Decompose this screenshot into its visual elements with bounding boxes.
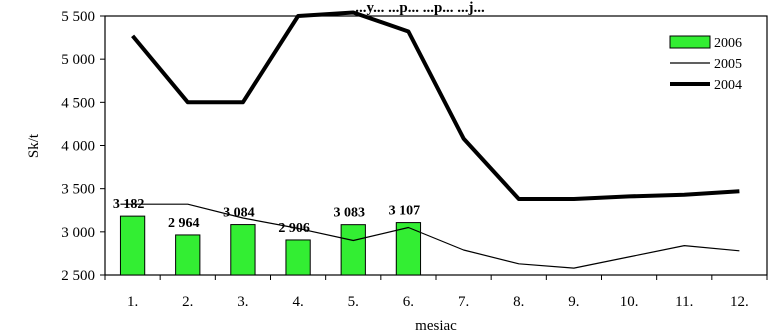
x-tick-label: 5.	[348, 294, 359, 310]
x-tick-label: 3.	[237, 294, 248, 310]
y-tick-label: 5 000	[61, 52, 95, 68]
bar-2006	[230, 224, 256, 276]
x-tick-label: 8.	[513, 294, 524, 310]
x-tick-label: 6.	[403, 294, 414, 310]
y-axis: 2 500 3 000 3 500 4 000 4 500 5 000 5 500	[61, 9, 105, 284]
x-tick-label: 9.	[568, 294, 579, 310]
legend-label-2005: 2005	[714, 57, 742, 72]
bar-data-label: 2 964	[168, 216, 200, 231]
legend-swatch-2006	[669, 35, 711, 49]
legend-label-2006: 2006	[714, 36, 742, 51]
y-tick-label: 2 500	[61, 268, 95, 284]
y-tick-label: 5 500	[61, 9, 95, 25]
chart-title: ...y... ...p... ...p... ...j...	[355, 0, 485, 16]
bar-series	[119, 215, 422, 276]
bar-data-label: 3 084	[223, 206, 255, 221]
x-tick-label: 4.	[292, 294, 303, 310]
y-tick-label: 4 500	[61, 95, 95, 111]
line-2005	[120, 203, 740, 269]
x-tick-label: 10.	[620, 294, 639, 310]
legend: 2006 2005 2004	[669, 35, 742, 93]
y-axis-label: Sk/t	[26, 133, 42, 158]
bar-2006	[119, 215, 146, 276]
bar-2006	[175, 234, 201, 276]
bar-data-labels: 3 182 2 964 3 084 2 906 3 083 3 107	[113, 197, 420, 236]
bar-2006	[285, 239, 311, 276]
bar-data-label: 3 083	[334, 206, 366, 221]
x-axis: 1. 2. 3. 4. 5. 6. 7. 8. 9. 10. 11. 12.	[104, 275, 768, 310]
x-tick-label: 11.	[675, 294, 693, 310]
bar-data-label: 3 107	[389, 204, 421, 219]
x-tick-label: 1.	[127, 294, 138, 310]
x-tick-label: 7.	[458, 294, 469, 310]
y-tick-label: 4 000	[61, 139, 95, 155]
x-tick-label: 2.	[182, 294, 193, 310]
x-tick-label: 12.	[730, 294, 749, 310]
bar-data-label: 2 906	[278, 221, 310, 236]
y-tick-label: 3 500	[61, 182, 95, 198]
x-axis-label: mesiac	[415, 318, 457, 332]
bar-2006	[340, 224, 366, 276]
line-2004	[131, 10, 740, 201]
y-tick-label: 3 000	[61, 225, 95, 241]
bar-data-label: 3 182	[113, 197, 145, 212]
bar-2006	[395, 222, 422, 276]
line-series	[120, 10, 740, 269]
plot-area	[104, 15, 768, 276]
legend-label-2004: 2004	[714, 78, 742, 93]
